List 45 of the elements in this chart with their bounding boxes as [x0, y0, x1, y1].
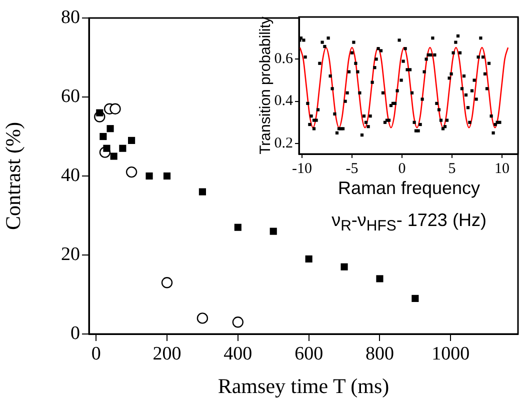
y-tick-label: 60 [61, 86, 80, 107]
y-axis-title: Transition probability [257, 16, 274, 154]
point [232, 316, 244, 328]
x-tick-label: 1000 [432, 343, 470, 364]
x-tick-label: 10 [494, 160, 510, 177]
point [96, 109, 104, 116]
y-tick-label: 0.2 [274, 135, 293, 152]
point [110, 152, 118, 160]
point [161, 277, 173, 288]
x-tick-label: 600 [294, 343, 324, 364]
point [126, 166, 138, 178]
point [128, 136, 136, 144]
point [234, 224, 242, 231]
y-tick-label: 0.4 [274, 93, 294, 110]
point [103, 144, 110, 152]
point [106, 125, 114, 132]
point [340, 263, 348, 270]
x-tick-label: 200 [152, 343, 182, 364]
y-tick-label: 40 [61, 164, 80, 186]
x-tick-label: 800 [365, 343, 394, 364]
point [305, 255, 312, 262]
y-axis-title: Contrast (%) [1, 122, 26, 230]
x-tick-label: 400 [224, 343, 252, 364]
point [100, 132, 107, 140]
x-tick-label: -10 [292, 160, 312, 177]
point [196, 312, 208, 324]
point [163, 172, 171, 180]
point [146, 172, 153, 180]
point [198, 188, 206, 196]
x-axis-title: Ramsey time T (ms) [218, 374, 390, 398]
x-tick-label: 0 [91, 343, 101, 364]
y-tick-label: 20 [61, 244, 80, 265]
point [110, 103, 121, 114]
y-tick-label: 80 [61, 6, 80, 28]
y-tick-label: 0 [70, 322, 80, 344]
point [412, 294, 419, 302]
point [119, 144, 126, 152]
x-tick-label: 5 [448, 160, 456, 177]
x-tick-label: -5 [346, 160, 358, 177]
x-axis-title: Raman frequency [336, 178, 482, 199]
point [376, 275, 384, 282]
point [270, 228, 277, 235]
y-tick-label: 0.6 [274, 51, 294, 68]
annotation: ν$_{R}$-ν$_{HFS}$- 1723 (Hz) [330, 210, 488, 235]
x-tick-label: 0 [398, 160, 406, 177]
